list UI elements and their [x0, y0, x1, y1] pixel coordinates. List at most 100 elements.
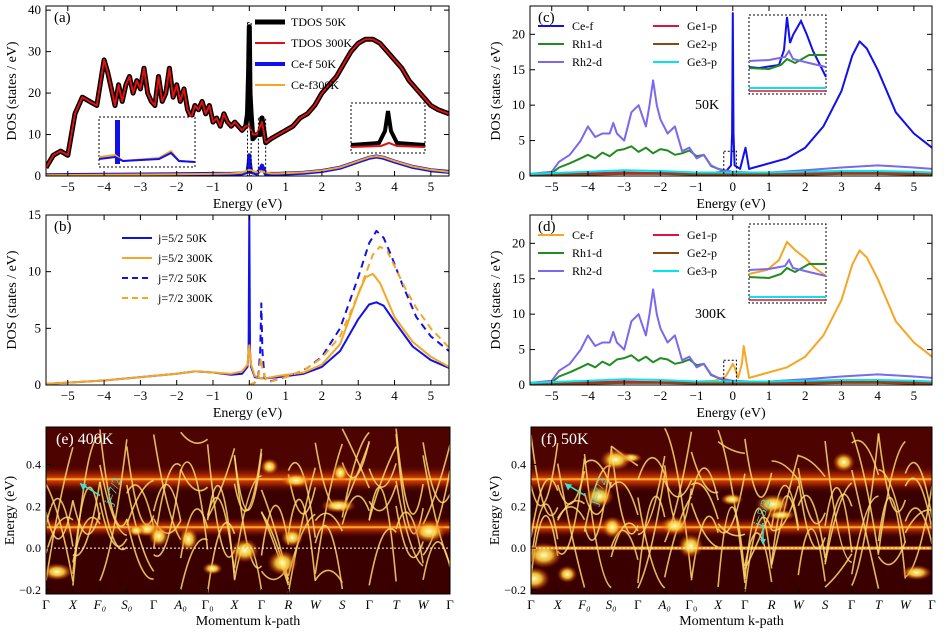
- k-point-label: T: [875, 597, 883, 612]
- legend-label: Ce-f300K: [291, 78, 339, 92]
- legend-label: Ce-f: [572, 19, 593, 33]
- zoom-box: [723, 359, 737, 386]
- x-tick-label: 4: [391, 388, 398, 403]
- inset-rh1: [748, 54, 826, 71]
- series-line-ce-f: [530, 249, 932, 385]
- inset-rh1: [748, 263, 826, 280]
- series-line-ce-f300k: [46, 155, 449, 176]
- x-tick-label: 0: [246, 179, 253, 194]
- x-tick-label: 5: [428, 388, 435, 403]
- y-tick-label: 0: [35, 377, 42, 392]
- x-tick-label: 1: [766, 388, 773, 403]
- band-curve: [877, 440, 906, 554]
- k-point-label: Γ: [741, 597, 749, 612]
- inset-spike: [115, 120, 120, 164]
- spectral-hotspot: [601, 516, 623, 539]
- k-point-label: Γ₀: [685, 597, 697, 612]
- band-curve: [824, 553, 853, 588]
- band-curve: [46, 500, 74, 540]
- x-tick-label: −1: [690, 179, 704, 194]
- spectral-hotspot: [720, 493, 744, 506]
- band-curve: [152, 483, 182, 521]
- band-curve: [878, 469, 907, 543]
- k-point-label: X: [713, 597, 723, 612]
- x-tick-label: 0: [730, 388, 737, 403]
- inset-rh2: [748, 49, 827, 68]
- spectral-hotspot: [127, 524, 145, 537]
- band-curve: [877, 541, 907, 566]
- x-tick-label: 0: [246, 388, 253, 403]
- x-axis-label: Energy (eV): [696, 406, 766, 421]
- k-point-label: W: [310, 597, 322, 612]
- band-curve: [663, 431, 693, 543]
- spectral-hotspot: [557, 565, 578, 583]
- band-curve: [422, 442, 450, 504]
- x-tick-label: −1: [206, 388, 220, 403]
- band-curve: [314, 569, 343, 584]
- y-axis-label: DOS (states / eV): [489, 41, 504, 140]
- band-curve: [717, 523, 746, 537]
- panel-e: j=7/2 −0.2 0.0 0.2 0.4 Γ X F₀ S₀ Γ A₀ Γ₀ X Γ R W S Γ T W Γ Mo…: [3, 426, 454, 629]
- annotation-arrowhead: [565, 483, 572, 491]
- annotation-arrowhead: [760, 539, 766, 546]
- x-tick-label: −3: [133, 179, 147, 194]
- band-curve: [717, 429, 746, 583]
- inset-ce-f: [748, 16, 827, 78]
- band-curve: [583, 449, 612, 541]
- k-point-label: Γ₀: [202, 597, 214, 612]
- spectral-hotspot: [832, 452, 855, 473]
- legend-label: Ce-f: [572, 228, 593, 242]
- y-axis-label: DOS (states / eV): [5, 250, 20, 349]
- spectral-hotspot: [599, 448, 632, 471]
- legend-label: TDOS 300K: [291, 36, 352, 50]
- x-tick-label: −4: [97, 179, 111, 194]
- k-point-label: X: [553, 597, 563, 612]
- band-curve: [531, 442, 559, 507]
- inset: [748, 223, 827, 304]
- x-tick-label: −5: [545, 388, 559, 403]
- x-tick-label: −3: [617, 388, 631, 403]
- band-curve: [126, 484, 155, 572]
- series-line-ge3-p: [530, 378, 932, 384]
- panel-label: (f) 50K: [541, 431, 589, 448]
- panel-label: (b): [54, 219, 72, 235]
- band-curve: [233, 453, 263, 511]
- legend-label: TDOS 50K: [291, 15, 346, 29]
- x-tick-label: −1: [206, 179, 220, 194]
- band-curve: [824, 487, 853, 553]
- y-tick-label: 15: [512, 62, 525, 77]
- band-curve: [556, 499, 585, 521]
- band-curve: [556, 463, 586, 588]
- y-axis-label: Energy (eV): [488, 476, 503, 546]
- band-curve: [851, 495, 879, 575]
- band-curve: [99, 439, 128, 582]
- spectral-hotspot: [267, 550, 298, 576]
- band-curve: [690, 482, 719, 520]
- x-tick-label: −4: [581, 388, 595, 403]
- k-point-label: S: [339, 597, 346, 612]
- legend-label: Ge3-p: [687, 264, 717, 278]
- spectral-hotspot: [677, 533, 704, 558]
- band-curve: [797, 477, 826, 550]
- legend-label: Rh1-d: [572, 246, 602, 260]
- spectral-hotspot: [332, 463, 349, 483]
- spectral-hotspot: [178, 526, 199, 552]
- panel-label: (d): [538, 219, 556, 235]
- band-curve: [637, 474, 666, 589]
- k-point-label: W: [793, 597, 805, 612]
- spectral-hotspot: [281, 473, 312, 488]
- x-tick-label: 3: [355, 388, 362, 403]
- legend-label: Ge3-p: [687, 55, 717, 69]
- k-point-label: Γ: [365, 597, 373, 612]
- spectral-hotspot: [202, 562, 223, 575]
- band-curve: [368, 463, 397, 488]
- plot-frame: [530, 426, 933, 595]
- series-line-ge2-p: [530, 381, 932, 385]
- band-curve: [531, 434, 559, 517]
- x-tick-label: −3: [617, 179, 631, 194]
- band-curve: [368, 527, 397, 586]
- k-point-label: X: [230, 597, 240, 612]
- band-curve: [46, 497, 74, 547]
- band-curve: [904, 477, 932, 530]
